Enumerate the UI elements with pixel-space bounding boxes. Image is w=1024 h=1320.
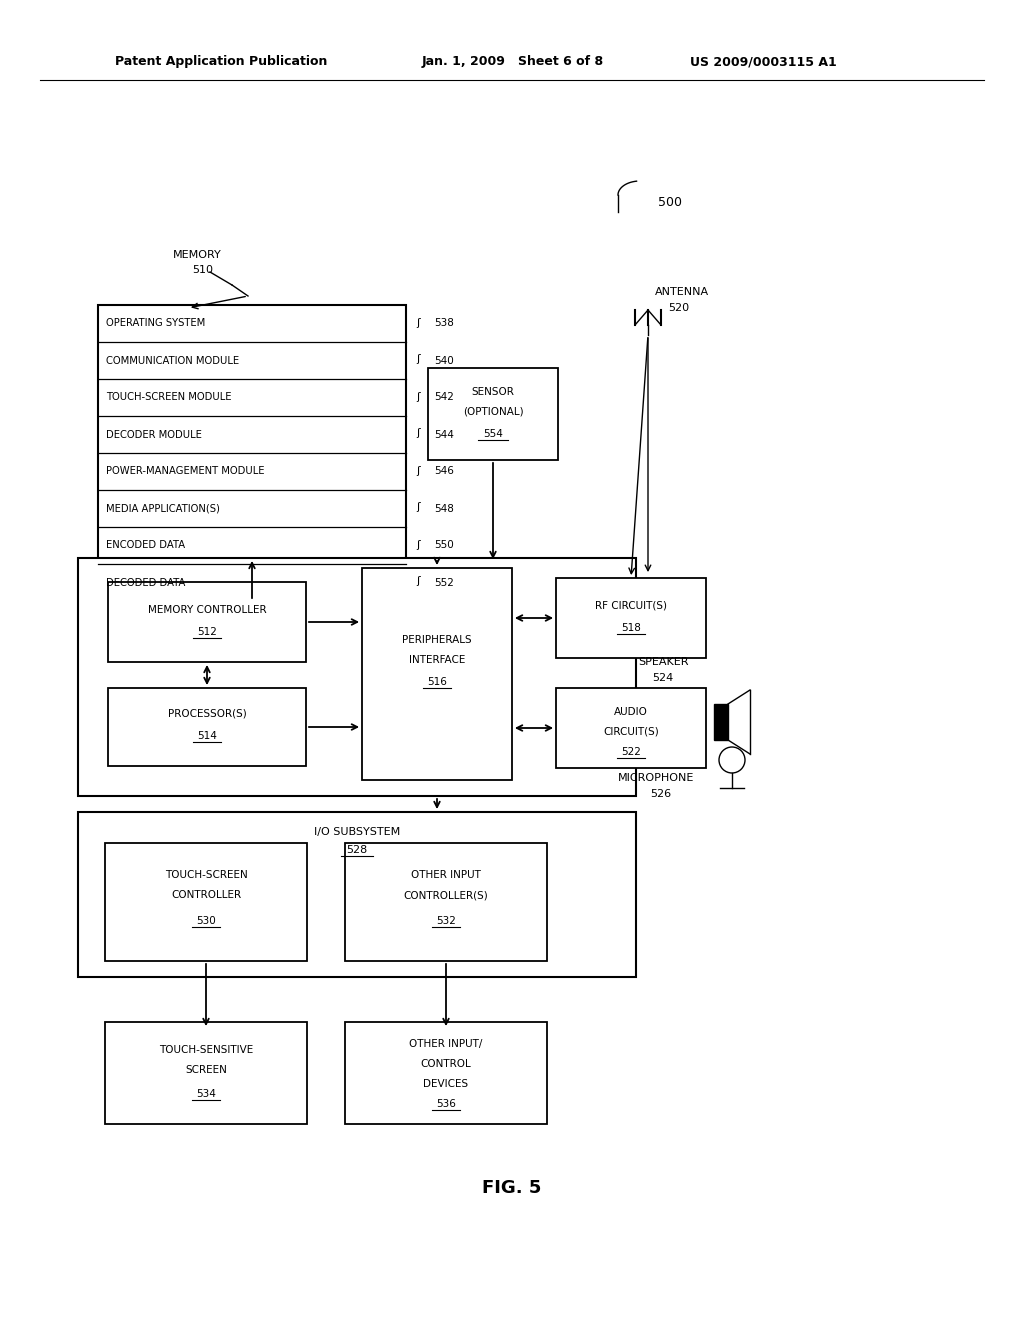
Bar bbox=[556, 688, 706, 768]
Text: SPEAKER: SPEAKER bbox=[638, 657, 688, 667]
Bar bbox=[345, 1022, 547, 1125]
Text: POWER-MANAGEMENT MODULE: POWER-MANAGEMENT MODULE bbox=[106, 466, 264, 477]
Text: DEVICES: DEVICES bbox=[424, 1078, 469, 1089]
Text: 512: 512 bbox=[197, 627, 217, 638]
Text: 500: 500 bbox=[658, 195, 682, 209]
Text: Jan. 1, 2009   Sheet 6 of 8: Jan. 1, 2009 Sheet 6 of 8 bbox=[422, 55, 604, 69]
Text: 518: 518 bbox=[622, 623, 641, 634]
Text: 554: 554 bbox=[483, 429, 503, 440]
Text: 516: 516 bbox=[427, 677, 446, 686]
Text: AUDIO: AUDIO bbox=[614, 708, 648, 717]
Text: 540: 540 bbox=[434, 355, 454, 366]
Text: OPERATING SYSTEM: OPERATING SYSTEM bbox=[106, 318, 205, 329]
Text: OTHER INPUT/: OTHER INPUT/ bbox=[410, 1039, 482, 1049]
Text: 534: 534 bbox=[196, 1089, 216, 1100]
Text: ʃ: ʃ bbox=[416, 318, 420, 327]
Text: 524: 524 bbox=[652, 673, 673, 682]
Text: ENCODED DATA: ENCODED DATA bbox=[106, 540, 185, 550]
Text: 514: 514 bbox=[197, 731, 217, 741]
Text: ʃ: ʃ bbox=[416, 540, 420, 549]
Text: 528: 528 bbox=[346, 845, 368, 855]
Bar bbox=[78, 812, 636, 977]
Text: FIG. 5: FIG. 5 bbox=[482, 1179, 542, 1197]
Bar bbox=[105, 1022, 307, 1125]
Text: TOUCH-SCREEN: TOUCH-SCREEN bbox=[165, 870, 248, 880]
Text: MEDIA APPLICATION(S): MEDIA APPLICATION(S) bbox=[106, 503, 220, 513]
Text: 522: 522 bbox=[622, 747, 641, 756]
Text: US 2009/0003115 A1: US 2009/0003115 A1 bbox=[690, 55, 837, 69]
Text: CONTROLLER(S): CONTROLLER(S) bbox=[403, 890, 488, 900]
Text: TOUCH-SENSITIVE: TOUCH-SENSITIVE bbox=[159, 1045, 253, 1055]
Text: PROCESSOR(S): PROCESSOR(S) bbox=[168, 709, 247, 719]
Text: I/O SUBSYSTEM: I/O SUBSYSTEM bbox=[314, 828, 400, 837]
Text: INTERFACE: INTERFACE bbox=[409, 655, 465, 665]
Text: CONTROL: CONTROL bbox=[421, 1059, 471, 1069]
Bar bbox=[362, 568, 512, 780]
Text: OTHER INPUT: OTHER INPUT bbox=[411, 870, 481, 880]
Text: ʃ: ʃ bbox=[416, 577, 420, 586]
Text: 520: 520 bbox=[668, 304, 689, 313]
Bar bbox=[108, 582, 306, 663]
Text: 544: 544 bbox=[434, 429, 454, 440]
Text: COMMUNICATION MODULE: COMMUNICATION MODULE bbox=[106, 355, 240, 366]
Text: 546: 546 bbox=[434, 466, 454, 477]
Text: CONTROLLER: CONTROLLER bbox=[171, 890, 241, 900]
Text: CIRCUIT(S): CIRCUIT(S) bbox=[603, 727, 658, 737]
Text: 530: 530 bbox=[197, 916, 216, 927]
Text: ʃ: ʃ bbox=[416, 466, 420, 475]
Text: 536: 536 bbox=[436, 1100, 456, 1109]
Text: 550: 550 bbox=[434, 540, 454, 550]
Text: 510: 510 bbox=[193, 265, 213, 275]
Text: RF CIRCUIT(S): RF CIRCUIT(S) bbox=[595, 601, 667, 611]
Text: MICROPHONE: MICROPHONE bbox=[618, 774, 694, 783]
Bar bbox=[78, 558, 636, 796]
Text: (OPTIONAL): (OPTIONAL) bbox=[463, 407, 523, 417]
Text: TOUCH-SCREEN MODULE: TOUCH-SCREEN MODULE bbox=[106, 392, 231, 403]
Text: 542: 542 bbox=[434, 392, 454, 403]
Text: Patent Application Publication: Patent Application Publication bbox=[115, 55, 328, 69]
Text: SENSOR: SENSOR bbox=[472, 387, 514, 397]
Text: SCREEN: SCREEN bbox=[185, 1065, 227, 1074]
Text: MEMORY: MEMORY bbox=[173, 249, 222, 260]
Bar bbox=[428, 368, 558, 459]
Bar bbox=[108, 688, 306, 766]
Text: ʃ: ʃ bbox=[416, 503, 420, 512]
Text: MEMORY CONTROLLER: MEMORY CONTROLLER bbox=[147, 605, 266, 615]
Text: 538: 538 bbox=[434, 318, 454, 329]
Bar bbox=[556, 578, 706, 657]
Text: DECODED DATA: DECODED DATA bbox=[106, 578, 185, 587]
Polygon shape bbox=[714, 704, 728, 741]
Text: ʃ: ʃ bbox=[416, 429, 420, 438]
Bar bbox=[98, 305, 406, 601]
Text: DECODER MODULE: DECODER MODULE bbox=[106, 429, 202, 440]
Text: ʃ: ʃ bbox=[416, 355, 420, 364]
Text: 532: 532 bbox=[436, 916, 456, 927]
Bar bbox=[345, 843, 547, 961]
Text: ʃ: ʃ bbox=[416, 392, 420, 401]
Text: PERIPHERALS: PERIPHERALS bbox=[402, 635, 472, 645]
Bar bbox=[105, 843, 307, 961]
Text: 526: 526 bbox=[650, 789, 671, 799]
Text: 548: 548 bbox=[434, 503, 454, 513]
Text: 552: 552 bbox=[434, 578, 454, 587]
Text: ANTENNA: ANTENNA bbox=[655, 286, 710, 297]
